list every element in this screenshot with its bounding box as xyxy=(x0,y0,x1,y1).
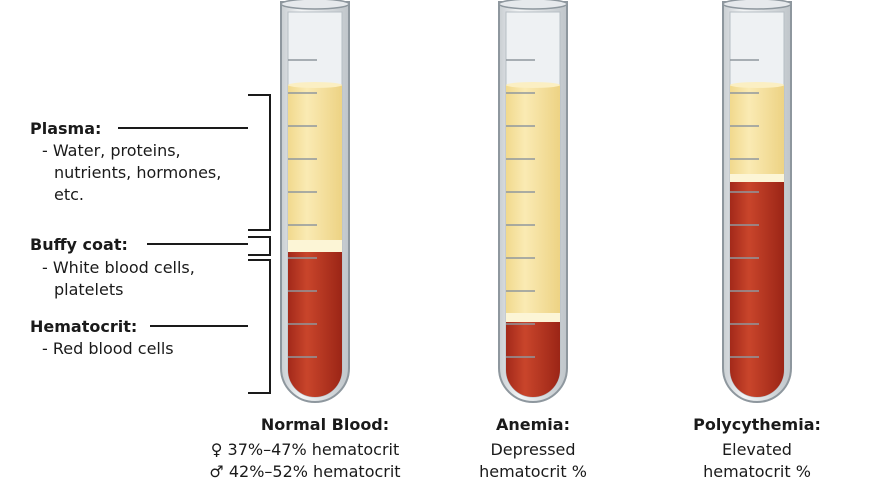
label-title: Plasma: xyxy=(30,119,101,138)
red-cells xyxy=(730,182,784,397)
label-item: - Red blood cells xyxy=(42,339,174,358)
plasma-top xyxy=(288,82,342,88)
buffy-coat xyxy=(288,240,342,252)
plasma-top xyxy=(730,82,784,88)
plasma xyxy=(730,85,784,174)
label-item: - White blood cells, xyxy=(42,258,195,277)
red-cells xyxy=(506,322,560,397)
tube-title: Anemia: xyxy=(496,415,570,434)
tube-line: ♂ 42%–52% hematocrit xyxy=(209,462,400,481)
tube-line: hematocrit % xyxy=(479,462,587,481)
label-title: Buffy coat: xyxy=(30,235,128,254)
label-title: Hematocrit: xyxy=(30,317,137,336)
buffy-coat xyxy=(730,174,784,182)
test-tube xyxy=(722,0,792,403)
tube-rim xyxy=(722,0,792,10)
tube-rim xyxy=(498,0,568,10)
tubes xyxy=(280,0,792,403)
tube-line: ♀ 37%–47% hematocrit xyxy=(211,440,400,459)
label-item: nutrients, hormones, xyxy=(54,163,221,182)
tube-line: hematocrit % xyxy=(703,462,811,481)
hematocrit-bracket xyxy=(248,259,271,394)
plasma xyxy=(288,85,342,240)
tube-line: Depressed xyxy=(490,440,575,459)
tube-line: Elevated xyxy=(722,440,792,459)
tube-rim xyxy=(280,0,350,10)
buffy-coat xyxy=(506,313,560,322)
tube-title: Normal Blood: xyxy=(261,415,389,434)
plasma-top xyxy=(506,82,560,88)
buffy-bracket xyxy=(248,236,271,256)
plasma-bracket xyxy=(248,94,271,231)
test-tube xyxy=(498,0,568,403)
plasma xyxy=(506,85,560,313)
label-item: platelets xyxy=(54,280,123,299)
tube-title: Polycythemia: xyxy=(693,415,821,434)
left-labels xyxy=(118,94,271,394)
test-tube xyxy=(280,0,350,403)
label-item: - Water, proteins, xyxy=(42,141,181,160)
label-item: etc. xyxy=(54,185,84,204)
